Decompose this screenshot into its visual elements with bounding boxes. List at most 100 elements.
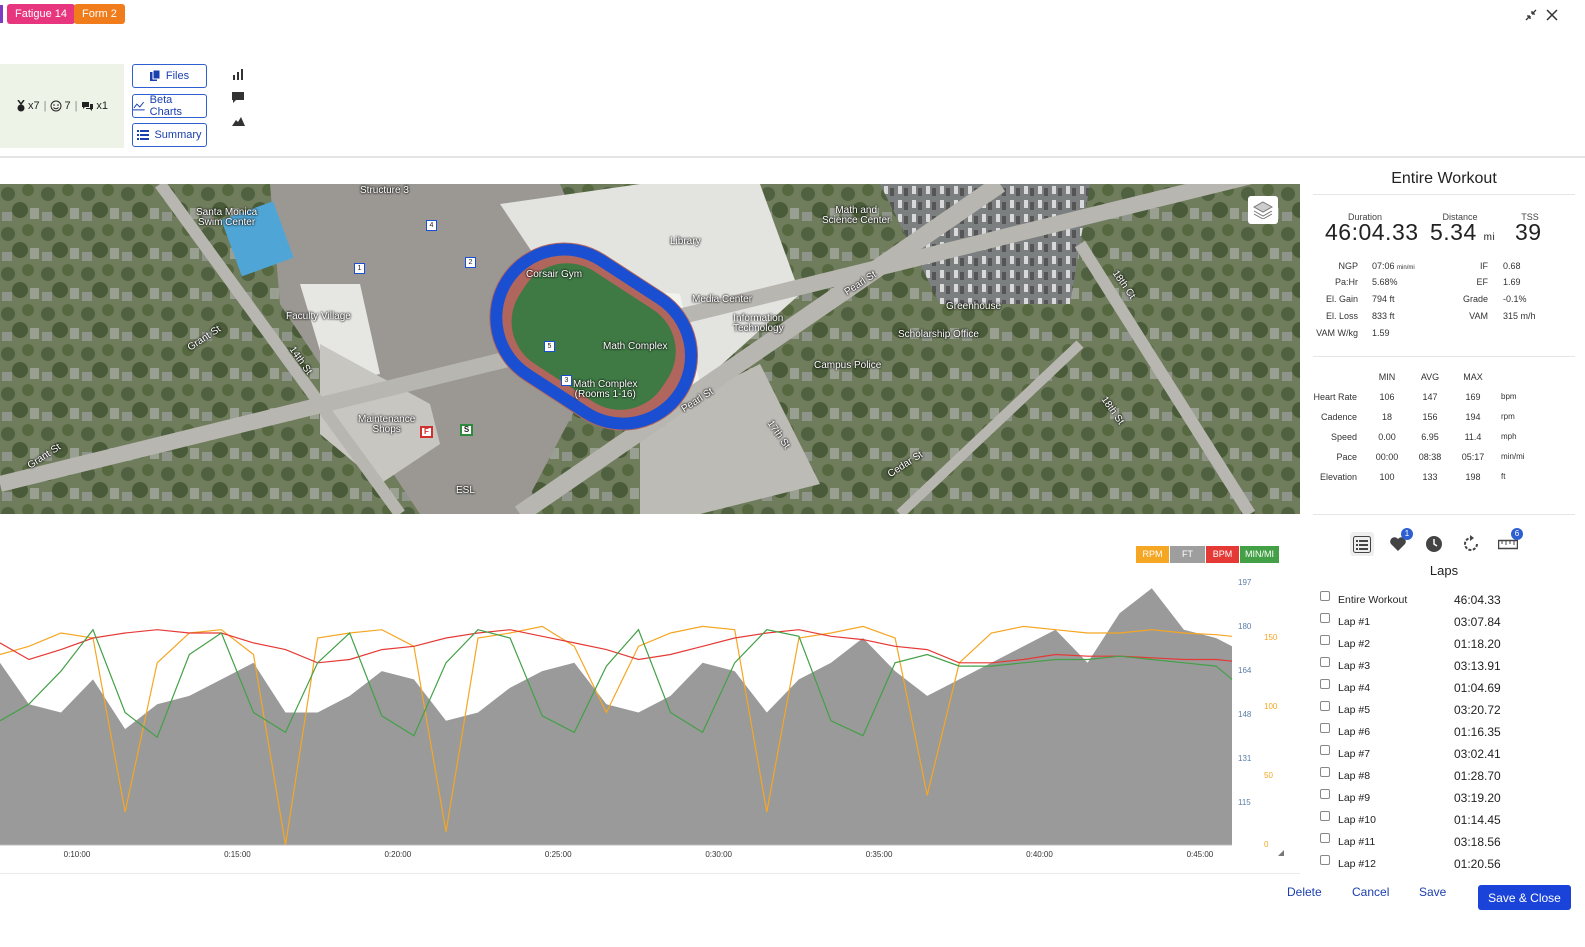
files-button[interactable]: Files xyxy=(132,64,207,88)
series-bpm-line xyxy=(0,629,1233,664)
map-layers-button[interactable] xyxy=(1248,196,1278,224)
table-cell-max: 198 xyxy=(1465,472,1481,482)
form-badge[interactable]: Form 2 xyxy=(74,4,125,24)
lap-checkbox[interactable] xyxy=(1320,767,1330,777)
collapse-icon[interactable] xyxy=(1524,8,1538,25)
lap-row[interactable]: Lap #11 03:18.56 xyxy=(1320,832,1580,852)
lap-row[interactable]: Entire Workout 46:04.33 xyxy=(1320,590,1580,610)
y-right-tick-label: 0 xyxy=(1264,840,1269,849)
left-edge-tab[interactable] xyxy=(0,5,3,23)
metric-grade-value: -0.1% xyxy=(1503,294,1527,304)
route-marker-4[interactable]: 4 xyxy=(426,220,437,231)
lap-checkbox[interactable] xyxy=(1320,811,1330,821)
list-icon[interactable] xyxy=(1350,532,1374,556)
y-right-tick-label: 150 xyxy=(1264,633,1278,642)
ruler-icon[interactable] xyxy=(1496,532,1520,556)
heart-icon[interactable] xyxy=(1386,532,1410,556)
lap-checkbox[interactable] xyxy=(1320,789,1330,799)
workout-chart[interactable]: 0:10:00 0:15:00 0:20:00 0:25:00 0:30:00 0:35:… xyxy=(0,540,1300,865)
lap-checkbox[interactable] xyxy=(1320,657,1330,667)
metric-ef-value: 1.69 xyxy=(1503,277,1521,287)
save-button[interactable]: Save xyxy=(1419,885,1447,899)
lap-row[interactable]: Lap #10 01:14.45 xyxy=(1320,810,1580,830)
lap-time: 01:16.35 xyxy=(1454,725,1501,739)
legend-ft[interactable]: FT xyxy=(1170,546,1205,563)
table-cell-min: 100 xyxy=(1379,472,1395,482)
map-label-greenhouse: Greenhouse xyxy=(946,301,1002,312)
bar-chart-icon[interactable] xyxy=(231,67,245,81)
lap-checkbox[interactable] xyxy=(1320,613,1330,623)
lap-row[interactable]: Lap #6 01:16.35 xyxy=(1320,722,1580,742)
summary-button[interactable]: Summary xyxy=(132,123,207,147)
beta-charts-button[interactable]: Beta Charts xyxy=(132,94,207,118)
y-left-tick-label: 197 xyxy=(1238,578,1252,587)
metric-if-label: IF xyxy=(1480,261,1488,271)
chart-resize-handle[interactable] xyxy=(1278,850,1284,856)
metric-vam-label: VAM xyxy=(1469,311,1488,321)
table-header-max: MAX xyxy=(1463,372,1483,382)
save-close-button[interactable]: Save & Close xyxy=(1478,885,1571,910)
lap-checkbox[interactable] xyxy=(1320,635,1330,645)
lap-name: Entire Workout xyxy=(1338,594,1408,606)
lap-row[interactable]: Lap #3 03:13.91 xyxy=(1320,656,1580,676)
route-marker-1[interactable]: 1 xyxy=(354,263,365,274)
delete-button[interactable]: Delete xyxy=(1287,885,1322,899)
table-cell-unit: mph xyxy=(1501,432,1517,441)
metric-elloss-value: 833 ft xyxy=(1372,311,1395,321)
legend-bpm[interactable]: BPM xyxy=(1206,546,1239,563)
comment-icon[interactable] xyxy=(231,90,245,104)
route-start-marker[interactable]: S xyxy=(460,424,473,436)
lap-checkbox[interactable] xyxy=(1320,833,1330,843)
medal-count: x7 xyxy=(27,100,40,112)
lap-row[interactable]: Lap #12 01:20.56 xyxy=(1320,854,1580,874)
lap-time: 01:28.70 xyxy=(1454,769,1501,783)
metric-elgain-label: El. Gain xyxy=(1325,294,1358,304)
lap-checkbox[interactable] xyxy=(1320,723,1330,733)
metric-ngp-label: NGP xyxy=(1338,261,1358,271)
route-marker-3[interactable]: 3 xyxy=(561,375,572,386)
lap-time: 01:18.20 xyxy=(1454,637,1501,651)
close-icon[interactable] xyxy=(1545,8,1559,25)
lap-row[interactable]: Lap #4 01:04.69 xyxy=(1320,678,1580,698)
lap-row[interactable]: Lap #1 03:07.84 xyxy=(1320,612,1580,632)
clock-icon[interactable] xyxy=(1422,532,1446,556)
lap-checkbox[interactable] xyxy=(1320,591,1330,601)
legend-minmi[interactable]: MIN/MI xyxy=(1240,546,1279,563)
y-left-tick-label: 148 xyxy=(1238,710,1252,719)
line-chart-icon xyxy=(133,101,145,111)
lap-checkbox[interactable] xyxy=(1320,679,1330,689)
comments-count: x1 xyxy=(96,100,109,112)
smiley-stat[interactable]: 7 xyxy=(50,100,71,112)
lap-row[interactable]: Lap #8 01:28.70 xyxy=(1320,766,1580,786)
table-cell-max: 169 xyxy=(1465,392,1481,402)
medal-stat[interactable]: x7 xyxy=(16,100,40,112)
route-finish-marker[interactable]: F xyxy=(420,426,433,438)
comments-stat[interactable]: x1 xyxy=(81,100,108,112)
smiley-icon xyxy=(50,100,62,112)
route-map[interactable]: Structure 3 Santa Monica Swim Center Cor… xyxy=(0,184,1300,514)
map-label-math-complex: Math Complex xyxy=(603,341,668,352)
footer-divider xyxy=(0,873,1300,874)
cancel-button[interactable]: Cancel xyxy=(1352,885,1390,899)
lap-row[interactable]: Lap #7 03:02.41 xyxy=(1320,744,1580,764)
tss-label: TSS xyxy=(1521,212,1539,222)
lap-row[interactable]: Lap #9 03:19.20 xyxy=(1320,788,1580,808)
lap-checkbox[interactable] xyxy=(1320,745,1330,755)
lap-checkbox[interactable] xyxy=(1320,855,1330,865)
route-marker-5[interactable]: 5 xyxy=(544,341,555,352)
medal-icon xyxy=(17,100,25,112)
lap-name: Lap #10 xyxy=(1338,814,1376,826)
legend-rpm[interactable]: RPM xyxy=(1136,546,1169,563)
route-marker-2[interactable]: 2 xyxy=(465,257,476,268)
lap-checkbox[interactable] xyxy=(1320,701,1330,711)
table-cell-min: 0.00 xyxy=(1378,432,1396,442)
fatigue-badge[interactable]: Fatigue 14 xyxy=(7,4,75,24)
mountain-icon[interactable] xyxy=(231,114,245,128)
lap-row[interactable]: Lap #2 01:18.20 xyxy=(1320,634,1580,654)
table-cell-min: 18 xyxy=(1381,412,1392,422)
metric-if-value: 0.68 xyxy=(1503,261,1521,271)
table-cell-max: 194 xyxy=(1465,412,1481,422)
lap-row[interactable]: Lap #5 03:20.72 xyxy=(1320,700,1580,720)
refresh-icon[interactable] xyxy=(1459,532,1483,556)
map-label-corsair-gym: Corsair Gym xyxy=(526,269,583,280)
